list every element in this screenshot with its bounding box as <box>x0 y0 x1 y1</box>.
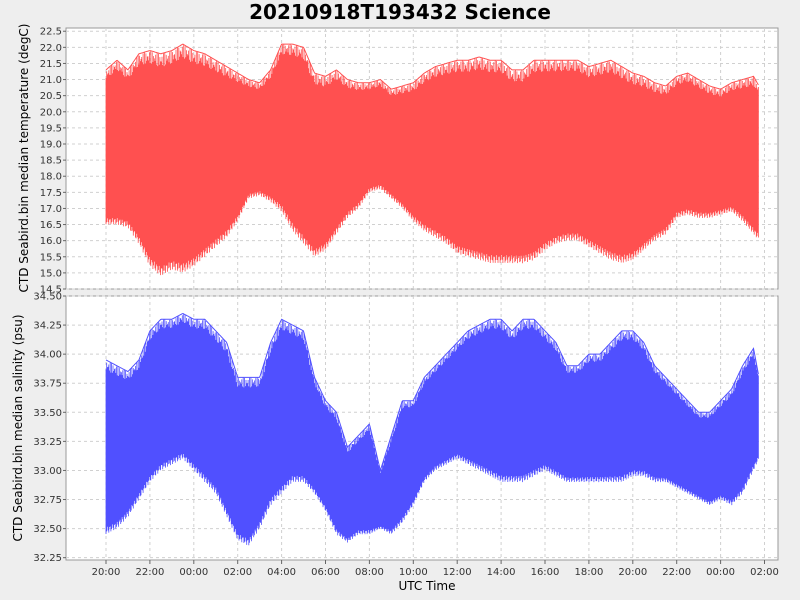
y-tick-label: 21.0 <box>40 75 62 86</box>
temperature-series <box>105 43 759 276</box>
y-tick-label: 22.5 <box>40 27 62 38</box>
y-tick-label: 34.50 <box>33 292 62 303</box>
x-tick-label: 20:00 <box>92 567 121 578</box>
x-tick-label: 08:00 <box>355 567 384 578</box>
temperature-y-axis-label: CTD Seabird.bin median temperature (degC… <box>17 24 31 293</box>
x-tick-label: 22:00 <box>662 567 691 578</box>
y-tick-label: 22.0 <box>40 43 62 54</box>
y-tick-label: 34.25 <box>33 321 62 332</box>
x-tick-label: 16:00 <box>531 567 560 578</box>
x-tick-label: 14:00 <box>487 567 516 578</box>
x-tick-label: 02:00 <box>223 567 252 578</box>
salinity-series <box>105 312 759 546</box>
y-tick-label: 33.00 <box>33 466 62 477</box>
y-tick-label: 34.00 <box>33 350 62 361</box>
x-tick-label: 12:00 <box>443 567 472 578</box>
y-tick-label: 17.0 <box>40 204 62 215</box>
y-tick-label: 32.50 <box>33 524 62 535</box>
y-tick-label: 15.0 <box>40 268 62 279</box>
x-tick-label: 22:00 <box>135 567 164 578</box>
x-tick-label: 10:00 <box>399 567 428 578</box>
y-tick-label: 18.0 <box>40 172 62 183</box>
y-tick-label: 32.75 <box>33 495 62 506</box>
y-tick-label: 33.50 <box>33 408 62 419</box>
salinity-panel: 34.50 34.25 34.00 33.75 33.50 33.25 33.00 32.75… <box>11 292 779 564</box>
series-profiles <box>105 44 759 276</box>
x-tick-label: 06:00 <box>311 567 340 578</box>
y-tick-label: 20.5 <box>40 91 62 102</box>
x-tick-label: 00:00 <box>179 567 208 578</box>
x-tick-label: 00:00 <box>706 567 735 578</box>
series-upper-envelope <box>105 312 759 473</box>
series-upper-envelope <box>105 43 759 90</box>
chart-title: 20210918T193432 Science <box>249 0 551 24</box>
y-tick-label: 33.25 <box>33 437 62 448</box>
x-tick-label: 04:00 <box>267 567 296 578</box>
y-tick-label: 21.5 <box>40 59 62 70</box>
salinity-y-axis-label: CTD Seabird.bin median salinity (psu) <box>11 314 25 541</box>
y-tick-label: 20.0 <box>40 107 62 118</box>
x-tick-label: 20:00 <box>618 567 647 578</box>
x-axis-ticks: 20:00 22:00 00:00 02:00 04:00 06:00 08:00 10:00… <box>92 560 779 578</box>
temperature-y-ticks: 22.5 22.0 21.5 21.0 20.5 20.0 19.5 19.0 18.5 18.0… <box>40 27 66 296</box>
y-tick-label: 16.5 <box>40 220 62 231</box>
y-tick-label: 33.75 <box>33 379 62 390</box>
temperature-panel: 22.5 22.0 21.5 21.0 20.5 20.0 19.5 19.0 18.5 18.0… <box>17 24 779 296</box>
y-tick-label: 15.5 <box>40 252 62 263</box>
y-tick-label: 14.5 <box>40 285 62 296</box>
y-tick-label: 17.5 <box>40 188 62 199</box>
y-tick-label: 16.0 <box>40 236 62 247</box>
y-tick-label: 32.25 <box>33 553 62 564</box>
series-profiles <box>105 313 759 546</box>
y-tick-label: 19.5 <box>40 123 62 134</box>
x-axis-label: UTC Time <box>399 579 456 593</box>
salinity-y-ticks: 34.50 34.25 34.00 33.75 33.50 33.25 33.00 32.75… <box>33 292 66 564</box>
y-tick-label: 18.5 <box>40 156 62 167</box>
y-tick-label: 19.0 <box>40 140 62 151</box>
x-tick-label: 02:00 <box>750 567 779 578</box>
x-tick-label: 18:00 <box>574 567 603 578</box>
